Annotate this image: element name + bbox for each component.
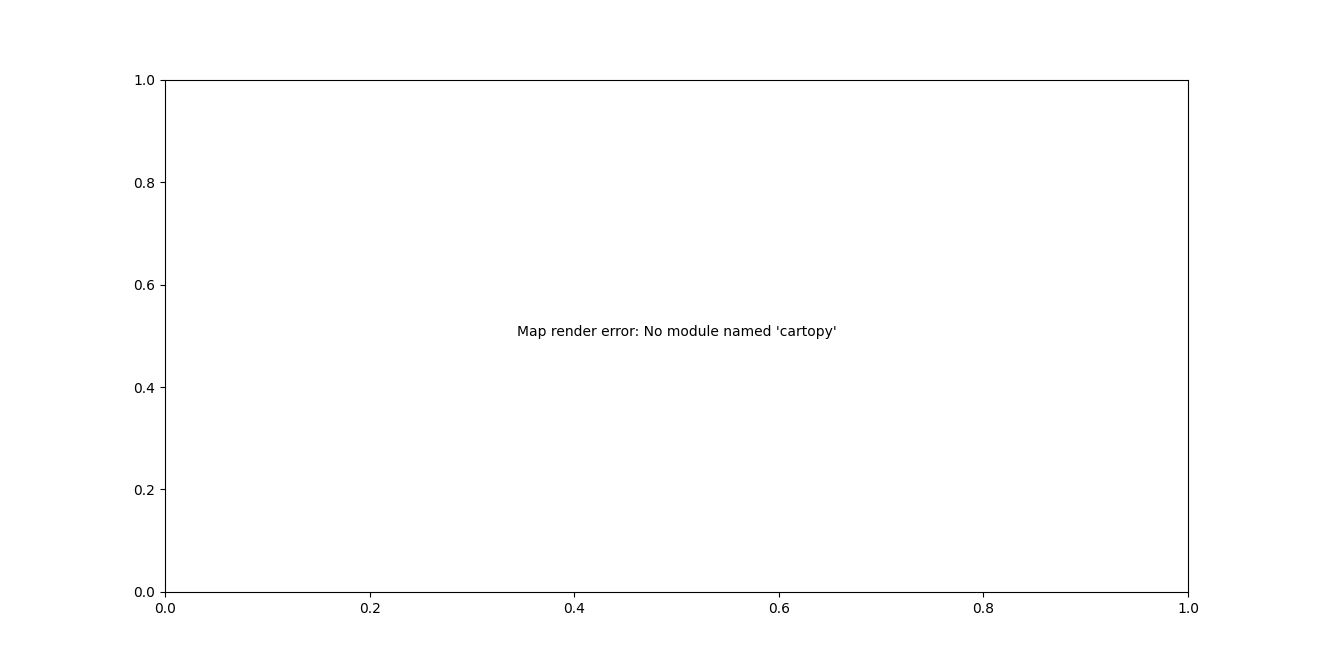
Text: Map render error: No module named 'cartopy': Map render error: No module named 'carto… (516, 325, 837, 339)
